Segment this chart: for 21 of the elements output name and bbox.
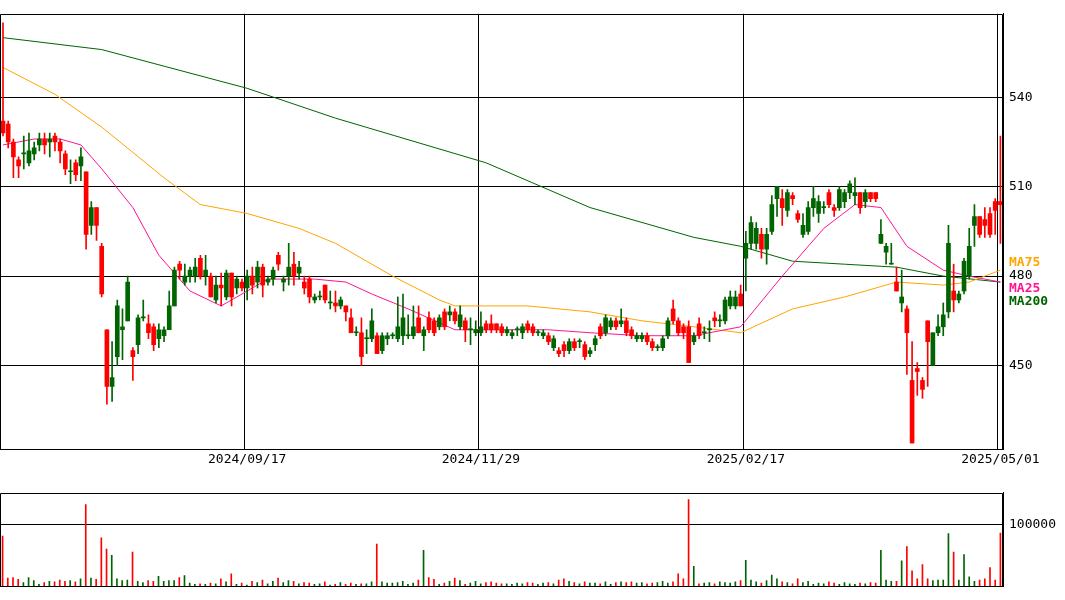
y-tick-label: 480 — [1009, 267, 1033, 283]
x-tick-label: 2024/09/17 — [208, 451, 287, 467]
x-tick-label: 2025/02/17 — [706, 451, 785, 467]
candlestick — [353, 326, 359, 337]
series-label: MA75 — [1009, 254, 1041, 270]
candlestick — [779, 189, 785, 226]
candlestick — [888, 242, 894, 265]
y-tick-label: 540 — [1009, 88, 1033, 104]
y-tick-label: 100000 — [1009, 515, 1056, 531]
candlestick — [618, 308, 624, 328]
series-label: MA200 — [1009, 293, 1049, 309]
x-tick-label: 2025/05/01 — [961, 451, 1040, 467]
candlestick — [914, 362, 920, 396]
candlestick — [992, 198, 998, 235]
series-label: MA25 — [1009, 280, 1041, 296]
x-tick-label: 2024/11/29 — [441, 451, 521, 467]
candlestick — [286, 242, 292, 286]
candlestick — [701, 326, 707, 340]
candlestick — [130, 347, 136, 381]
y-tick-label: 510 — [1009, 178, 1033, 194]
y-tick-label: 450 — [1009, 356, 1033, 372]
